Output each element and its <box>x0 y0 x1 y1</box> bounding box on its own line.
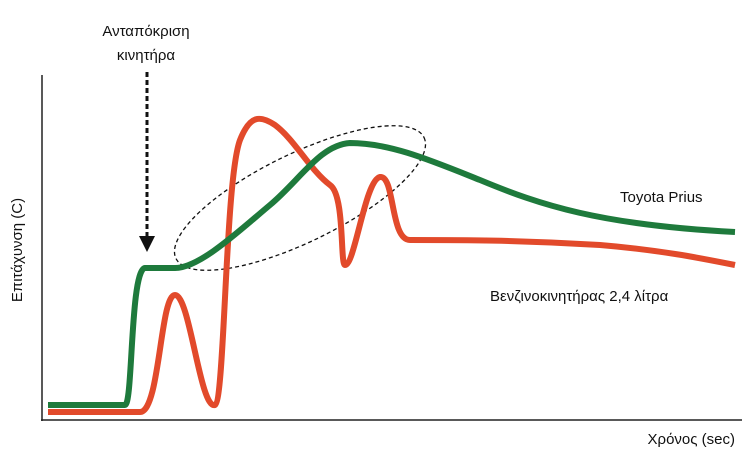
y-axis-label: Επιτάχυνση (C) <box>9 198 26 302</box>
highlight-ellipse <box>173 125 427 271</box>
curve-label: Toyota Prius <box>620 189 703 206</box>
annotation-line: κινητήρα <box>117 47 175 64</box>
curve-label: Βενζινοκινητήρας 2,4 λίτρα <box>490 288 669 305</box>
petrol-curve <box>48 115 736 415</box>
arrow-head <box>139 236 155 252</box>
annotation-line: Ανταπόκριση <box>102 23 189 40</box>
x-axis-label: Χρόνος (sec) <box>648 431 735 448</box>
prius-curve <box>48 140 736 408</box>
